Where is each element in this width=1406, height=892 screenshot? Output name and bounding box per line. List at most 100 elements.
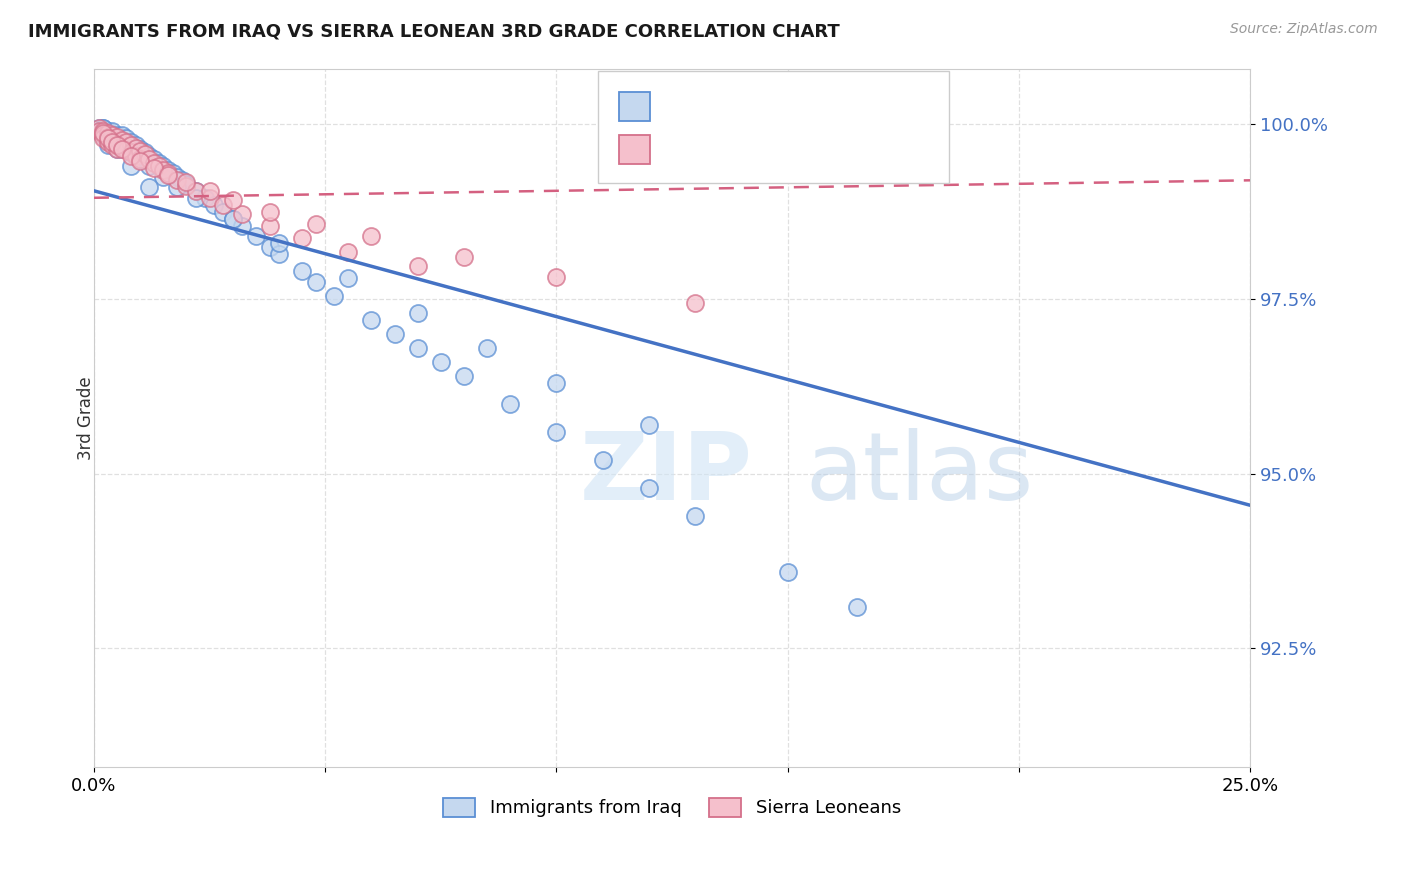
Point [267,236,290,251]
Point [129,153,152,168]
Point [546,269,568,284]
Point [105,138,128,153]
Point [148,156,170,170]
Point [637,481,659,495]
Point [170,173,193,187]
Point [475,341,498,355]
Point [194,191,217,205]
Point [97,128,120,142]
Point [291,230,314,244]
Point [120,145,142,160]
Point [97,138,120,153]
Point [111,135,134,149]
Point [91,120,114,135]
Point [221,211,243,226]
Point [87,124,110,138]
Point [105,128,128,142]
Point [259,204,281,219]
Point [152,169,174,184]
Point [143,156,166,170]
Point [198,191,221,205]
Point [138,180,160,194]
Point [776,565,799,579]
Point [97,131,120,145]
Point [124,141,146,155]
Text: atlas: atlas [804,428,1033,520]
Point [143,153,166,167]
Point [683,508,706,523]
Text: R = -0.338   N = 84: R = -0.338 N = 84 [661,96,866,117]
Point [97,126,120,140]
Point [138,149,160,163]
Point [111,140,134,154]
Point [111,133,134,147]
Point [111,128,134,142]
Point [101,135,124,149]
Point [337,271,360,285]
Point [453,250,475,264]
Point [221,211,243,226]
Point [115,131,138,145]
Point [198,184,221,198]
Point [120,149,142,163]
Point [101,131,124,145]
Point [184,184,207,198]
Point [105,138,128,153]
Point [87,124,110,138]
Point [97,135,120,149]
Point [120,142,142,156]
Point [87,120,110,135]
Point [453,368,475,383]
Point [101,133,124,147]
Point [91,124,114,138]
Point [184,191,207,205]
Point [637,417,659,432]
Text: ZIP: ZIP [579,428,752,520]
Point [120,145,142,160]
Text: IMMIGRANTS FROM IRAQ VS SIERRA LEONEAN 3RD GRADE CORRELATION CHART: IMMIGRANTS FROM IRAQ VS SIERRA LEONEAN 3… [28,22,839,40]
Point [91,128,114,142]
Point [129,144,152,158]
Point [101,135,124,149]
Point [499,397,522,411]
Point [360,313,382,327]
Point [156,162,179,177]
Point [212,198,235,212]
Point [97,130,120,145]
Point [120,135,142,149]
Point [134,145,156,160]
Point [546,376,568,390]
Point [176,178,198,193]
Point [683,295,706,310]
Point [148,159,170,173]
Point [592,452,614,467]
Point [105,142,128,156]
Point [156,166,179,180]
Point [129,153,152,167]
Point [124,149,146,163]
Point [134,146,156,161]
Point [202,198,225,212]
Point [105,131,128,145]
Point [111,142,134,156]
Point [245,229,267,244]
Point [323,288,346,302]
Point [91,126,114,140]
Point [115,142,138,156]
Point [97,131,120,145]
Point [259,219,281,233]
Point [97,124,120,138]
Point [845,599,868,614]
Point [101,124,124,138]
Point [124,149,146,163]
Point [138,159,160,173]
Point [176,175,198,189]
Text: R =  0.022   N = 58: R = 0.022 N = 58 [661,140,865,160]
Point [166,169,188,184]
Point [87,120,110,135]
Point [129,153,152,167]
Point [166,173,188,187]
Point [546,425,568,439]
Point [212,204,235,219]
Point [120,159,142,173]
